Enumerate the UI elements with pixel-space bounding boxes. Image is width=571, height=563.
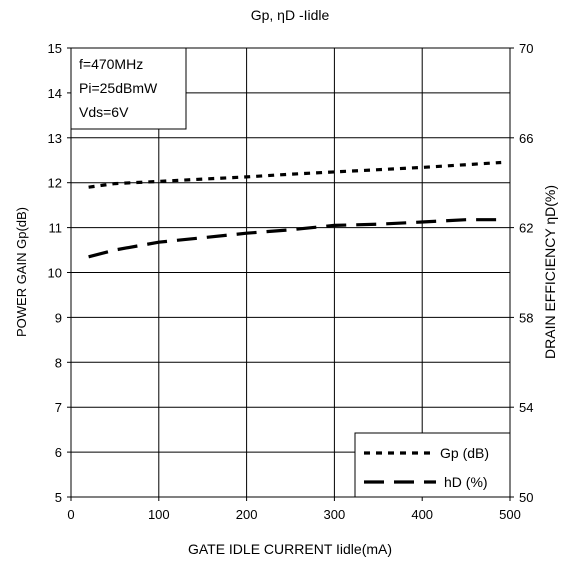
y-right-tick-label: 66 <box>519 131 533 146</box>
y-right-axis-label: DRAIN EFFICIENCY ηD(%) <box>542 185 558 359</box>
x-tick-label: 300 <box>324 507 346 522</box>
series-layer <box>88 160 502 259</box>
y-left-tick-label: 7 <box>55 400 62 415</box>
plot-frame <box>70 47 511 498</box>
y-left-tick-label: 13 <box>48 131 62 146</box>
legend-hd-label: hD (%) <box>444 474 488 490</box>
conditions-box: f=470MHz Pi=25dBmW Vds=6V <box>70 47 187 130</box>
y-right-tick-label: 50 <box>519 490 533 505</box>
y-left-tick-label: 10 <box>48 266 62 281</box>
x-tick-label: 500 <box>499 507 521 522</box>
y-left-tick-label: 5 <box>55 490 62 505</box>
x-axis-label: GATE IDLE CURRENT Iidle(mA) <box>188 541 392 557</box>
x-tick-label: 400 <box>411 507 433 522</box>
series-line-gp <box>88 160 502 189</box>
y-left-tick-label: 12 <box>48 176 62 191</box>
y-right-axis-ticks: 50 54 58 62 66 70 <box>510 41 533 505</box>
y-right-tick-label: 54 <box>519 400 533 415</box>
x-tick-label: 0 <box>67 507 74 522</box>
chart-title: Gp, ηD -Iidle <box>251 7 330 23</box>
y-left-axis-ticks: 5 6 7 8 9 10 11 12 13 14 15 <box>48 41 71 505</box>
y-left-tick-label: 8 <box>55 355 62 370</box>
y-left-axis-label: POWER GAIN Gp(dB) <box>14 207 29 337</box>
y-left-tick-label: 9 <box>55 310 62 325</box>
legend: Gp (dB) hD (%) <box>354 432 511 498</box>
y-left-tick-label: 6 <box>55 445 62 460</box>
y-right-tick-label: 70 <box>519 41 533 56</box>
y-left-tick-label: 14 <box>48 86 62 101</box>
y-right-tick-label: 58 <box>519 310 533 325</box>
condition-vds: Vds=6V <box>79 104 129 120</box>
condition-input-power: Pi=25dBmW <box>79 80 158 96</box>
series-line-hd <box>88 218 502 259</box>
conditions-box-frame <box>70 47 187 130</box>
y-left-tick-label: 15 <box>48 41 62 56</box>
x-tick-label: 200 <box>236 507 258 522</box>
x-tick-label: 100 <box>148 507 170 522</box>
y-left-tick-label: 11 <box>49 221 63 236</box>
x-axis-ticks: 0 100 200 300 400 500 <box>67 497 521 522</box>
y-right-tick-label: 62 <box>519 221 533 236</box>
legend-frame <box>354 432 511 498</box>
legend-gp-label: Gp (dB) <box>440 445 489 461</box>
condition-frequency: f=470MHz <box>79 56 143 72</box>
